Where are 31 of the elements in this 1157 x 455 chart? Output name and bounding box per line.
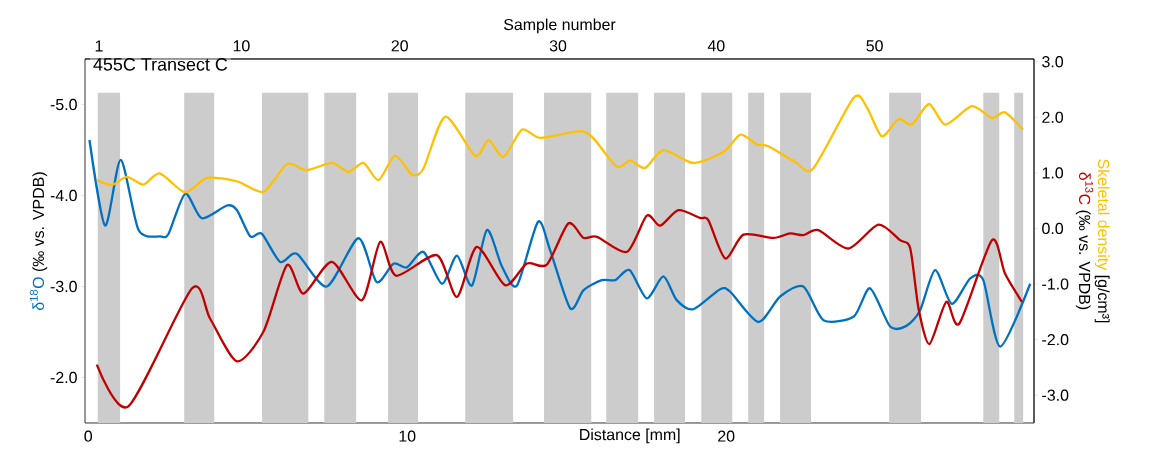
x2-tick-label: 10: [233, 40, 250, 52]
x-tick-label: 20: [718, 430, 735, 442]
y2-tick-label: 0.0: [1042, 222, 1064, 235]
y-tick-label: -5.0: [50, 98, 77, 111]
y-tick-label: -3.0: [50, 280, 77, 293]
x2-tick-label: 20: [391, 40, 408, 52]
x-tick-label: 10: [399, 430, 416, 442]
y-tick-label: -2.0: [50, 371, 77, 384]
text: Skeletal density: [1094, 159, 1110, 271]
y-axis-title: (‰ vs. VPDB): [32, 172, 48, 272]
x2-tick-label: 50: [866, 40, 883, 52]
y2-tick-label: -1.0: [1042, 278, 1069, 290]
line-series: [95, 208, 1024, 409]
x2-axis-title: Sample number: [503, 18, 616, 34]
y2-tick-label: 2.0: [1042, 111, 1064, 123]
text: δ$^{18}$O: [29, 277, 45, 310]
x2-tick-label: 40: [707, 40, 725, 52]
x-axis-title: Distance [mm]: [580, 428, 680, 444]
y2-tick-label: -3.0: [1042, 389, 1069, 401]
chart-title: 455C Transect C: [93, 58, 228, 71]
x-tick-label: 0: [84, 430, 92, 442]
text: [g/cm³]: [1094, 275, 1110, 323]
y-tick-label: -4.0: [50, 189, 77, 202]
x2-tick-label: 30: [549, 40, 567, 52]
y2-axis-title: (‰ vs. VPDB): [1075, 210, 1091, 310]
x2-tick-label: 1: [95, 40, 103, 52]
y2-tick-label: 1.0: [1042, 167, 1064, 179]
y2-tick-label: 3.0: [1042, 56, 1064, 68]
y2-tick-label: -2.0: [1042, 333, 1069, 346]
line-series: [88, 138, 1032, 348]
text: δ$^{13}$C: [1078, 172, 1094, 205]
